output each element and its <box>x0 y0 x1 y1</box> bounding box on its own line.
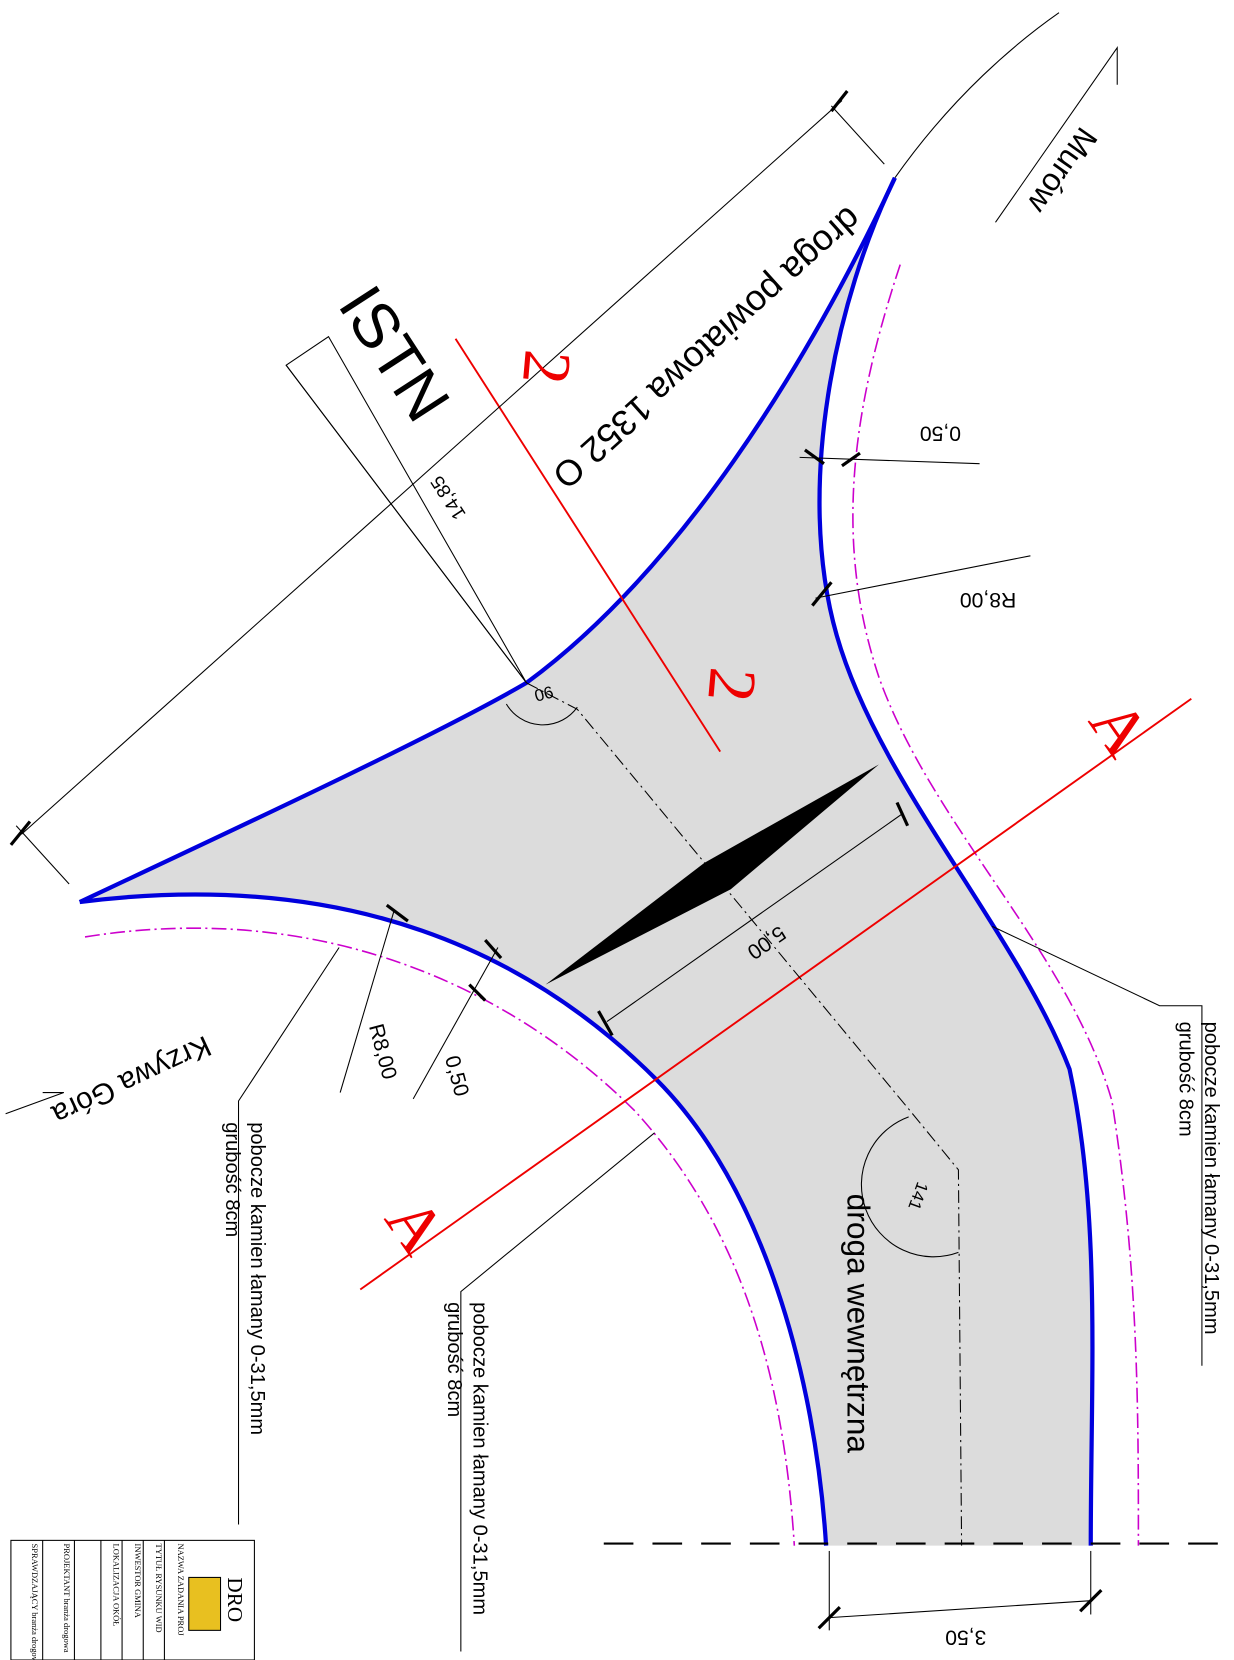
section-label: A <box>1075 687 1165 770</box>
drawing: droga powiatowa 1352 O ISTN 14,85 2 2 0,… <box>0 0 1234 1660</box>
shoulder-label: grubość 8cm <box>221 1122 243 1237</box>
title-block: DRO NAZWA ZADANIA PROJ TYTUŁ RYSUNKU WID… <box>11 1540 254 1660</box>
title-row: PROJEKTANT branża drogowa <box>62 1544 72 1653</box>
direction-label: Krzywa Góra <box>46 1029 216 1131</box>
title-row: LOKALIZACJA OKÓŁ <box>112 1544 122 1627</box>
radius-label: R8,00 <box>364 1021 401 1081</box>
title-row: INWESTOR GMINA <box>133 1544 143 1619</box>
radius-label: R8,00 <box>960 588 1016 611</box>
company-label: DRO <box>223 1577 247 1622</box>
title-row: NAZWA ZADANIA PROJ <box>176 1544 186 1637</box>
title-row: TYTUŁ RYSUNKU WID <box>154 1544 164 1633</box>
dimension-label: 14,85 <box>427 472 471 523</box>
shoulder-label: pobocze kamien łamany 0-31,5mm <box>246 1122 268 1435</box>
dimension-label: 0,50 <box>920 422 961 445</box>
road-label: droga wewnętrzna <box>840 1194 876 1454</box>
shoulder-label: pobocze kamien łamany 0-31,5mm <box>469 1302 491 1615</box>
shoulder-label: grubość 8cm <box>1175 1022 1197 1137</box>
shoulder-label: pobocze kamien łamany 0-31,5mm <box>1200 1022 1222 1335</box>
direction-label: Murów <box>1021 121 1105 220</box>
shoulder-label: grubość 8cm <box>443 1302 465 1417</box>
section-label: A <box>371 1184 461 1267</box>
dimension-label: 3,50 <box>945 1625 986 1648</box>
dimension-label: 0,50 <box>440 1053 473 1099</box>
road-surface <box>80 178 1093 1546</box>
section-label: 2 <box>693 665 771 705</box>
road-line <box>895 13 1059 178</box>
title-row: SPRAWDZAJĄCY branża drogowa <box>30 1544 40 1660</box>
section-label: 2 <box>508 347 586 387</box>
istn-label: ISTN <box>325 274 463 434</box>
